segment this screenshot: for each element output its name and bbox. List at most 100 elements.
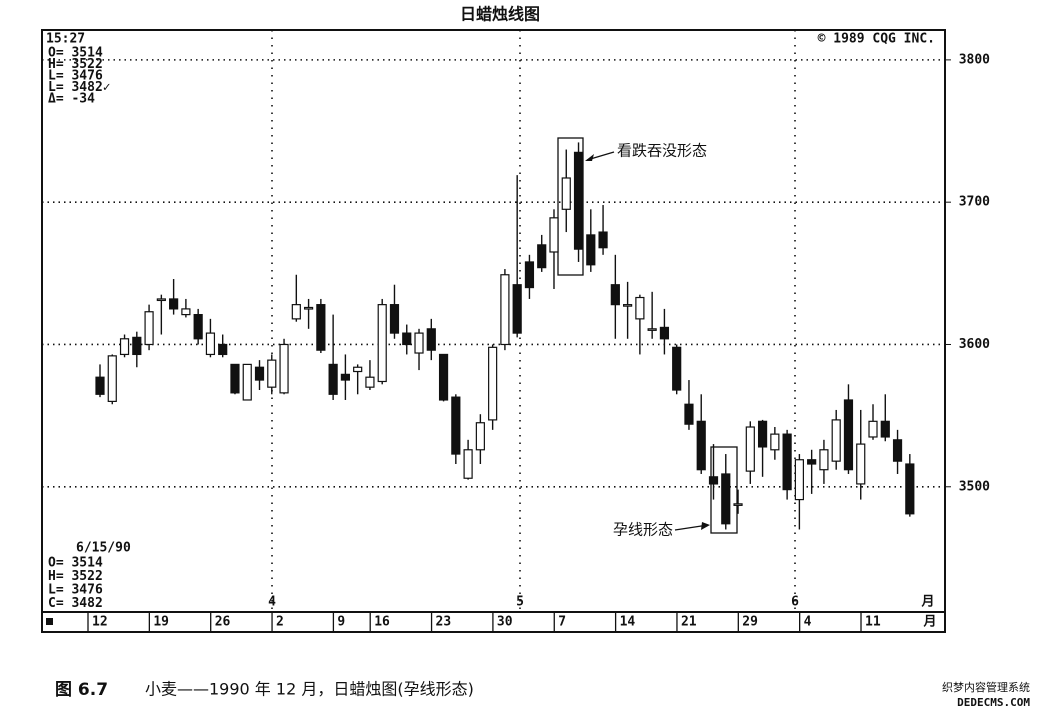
- watermark: DEDECMS.COM: [957, 696, 1030, 709]
- candle-body: [831, 419, 841, 462]
- candle-body: [794, 459, 804, 501]
- axis-marker: [46, 618, 53, 625]
- info-line: L= 3482✓: [48, 80, 111, 95]
- candle-body: [733, 503, 743, 506]
- candle-body: [303, 306, 314, 310]
- candle-body: [402, 332, 412, 346]
- candle-body: [782, 433, 792, 491]
- info-line: Δ= -34: [48, 92, 95, 107]
- x-tick-label: 11: [865, 615, 881, 630]
- candle-body: [389, 304, 400, 334]
- candle-body: [414, 332, 424, 354]
- info-line: O= 3514: [48, 46, 103, 61]
- candle-body: [254, 366, 265, 381]
- x-tick-label: 21: [681, 615, 697, 630]
- month-label: 月: [920, 595, 934, 610]
- candle-body: [623, 304, 633, 307]
- annotation: 看跌吞没形态: [617, 142, 707, 160]
- candle-body: [107, 355, 117, 402]
- candle-body: [598, 231, 608, 249]
- candle-body: [757, 420, 768, 448]
- candle-body: [512, 284, 522, 334]
- candle-body: [438, 353, 449, 401]
- candle-body: [892, 439, 903, 462]
- candle-body: [463, 449, 473, 479]
- time-label: 15:27: [46, 32, 85, 47]
- x-tick-label: 12: [92, 615, 108, 630]
- x-tick-label: 19: [153, 615, 169, 630]
- x-tick-label: 26: [215, 615, 231, 630]
- candle-body: [672, 346, 682, 391]
- axis-end-label: 月: [922, 615, 936, 630]
- caption-figure: 图 6.7: [55, 680, 108, 700]
- candle-body: [230, 363, 240, 394]
- x-tick-label: 2: [276, 615, 284, 630]
- plot-frame: [41, 29, 946, 633]
- candle-body: [770, 433, 780, 451]
- x-tick-label: 4: [804, 615, 812, 630]
- info-line: H= 3522: [48, 569, 103, 584]
- arrowhead: [585, 154, 594, 161]
- candle-body: [696, 420, 706, 471]
- candle-body: [524, 261, 535, 289]
- candle-body: [708, 476, 719, 485]
- candle-body: [95, 376, 105, 395]
- caption-text: 小麦——1990 年 12 月，日蜡烛图(孕线形态): [145, 680, 474, 699]
- harami-box: [710, 446, 738, 534]
- x-tick-label: 14: [620, 615, 636, 630]
- candle-body: [610, 284, 620, 306]
- candle-body: [218, 343, 228, 356]
- candle-body: [549, 217, 559, 253]
- annotation: 孕线形态: [613, 521, 673, 539]
- candle-body: [426, 328, 436, 351]
- copyright: © 1989 CQG INC.: [818, 32, 935, 47]
- y-tick-label: 3600: [959, 337, 990, 352]
- candle-body: [365, 376, 375, 388]
- info-line: C= 3482: [48, 596, 103, 611]
- candle-body: [353, 366, 363, 373]
- x-tick-label: 29: [742, 615, 758, 630]
- info-line: O= 3514: [48, 556, 103, 571]
- candle-body: [267, 359, 277, 388]
- candle-body: [586, 234, 596, 266]
- candle-body: [856, 443, 866, 485]
- info-line: H= 3522: [48, 57, 103, 72]
- info-line: L= 3476: [48, 69, 103, 84]
- month-label: 5: [516, 595, 524, 610]
- month-label: 6: [791, 595, 799, 610]
- candle-body: [475, 422, 485, 451]
- x-tick-label: 30: [497, 615, 513, 630]
- y-tick-label: 3800: [959, 52, 990, 67]
- candle-body: [181, 308, 191, 316]
- candle-body: [156, 298, 166, 302]
- candle-body: [868, 420, 878, 438]
- candle-body: [561, 177, 571, 210]
- candle-body: [659, 326, 670, 340]
- candle-body: [635, 296, 645, 320]
- arrowhead: [701, 522, 710, 530]
- candle-body: [328, 363, 338, 395]
- candle-body: [377, 304, 387, 383]
- candle-body: [205, 332, 216, 356]
- candle-body: [745, 426, 755, 472]
- candle-body: [242, 363, 252, 401]
- candle-body: [819, 449, 829, 471]
- info-line: L= 3476: [48, 583, 103, 598]
- y-tick-label: 3500: [959, 479, 990, 494]
- candle-body: [807, 459, 817, 465]
- chart-title: 日蜡烛线图: [460, 5, 540, 24]
- candle-body: [340, 373, 350, 381]
- candle-body: [647, 328, 657, 331]
- candle-body: [573, 151, 584, 250]
- candle-body: [488, 346, 498, 421]
- candle-body: [537, 244, 547, 269]
- candle-body: [119, 338, 130, 356]
- candle-body: [721, 473, 731, 525]
- candle-body: [843, 399, 854, 471]
- watermark: 织梦内容管理系统: [942, 680, 1030, 694]
- y-tick-label: 3700: [959, 195, 990, 210]
